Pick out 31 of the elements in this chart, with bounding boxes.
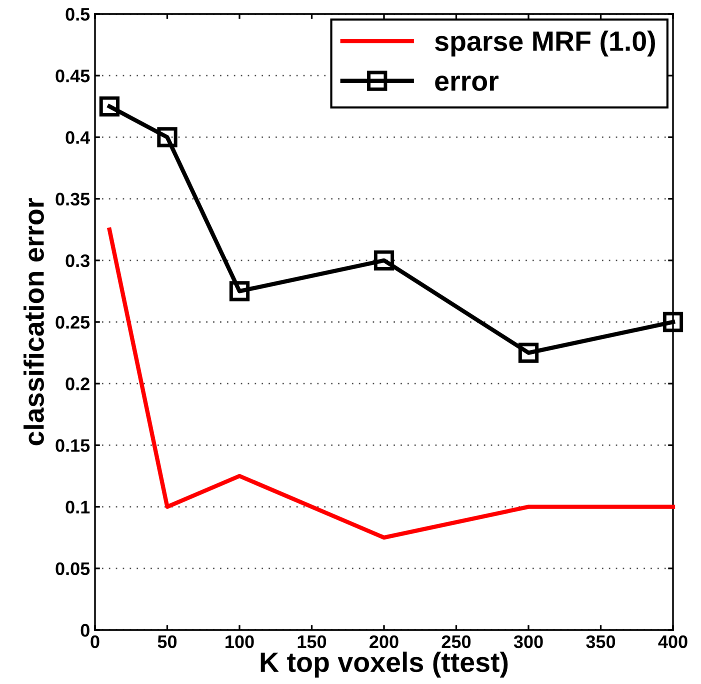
point bbox=[662, 312, 684, 332]
y-tick-label: 0.1 bbox=[66, 500, 90, 514]
x-tick-label: 50 bbox=[158, 635, 177, 648]
x-tick-label: 400 bbox=[658, 635, 688, 648]
y-axis-title: classification error bbox=[24, 198, 44, 446]
x-axis-title: K top voxels (ttest) bbox=[260, 652, 508, 678]
line-series bbox=[107, 228, 676, 540]
x-tick-label: 0 bbox=[90, 635, 100, 648]
point bbox=[374, 250, 394, 270]
x-tick-label: 100 bbox=[226, 635, 254, 648]
y-tick-label: 0.4 bbox=[66, 131, 90, 144]
y-tick-label: 0.3 bbox=[66, 254, 90, 268]
y-tick-label: 0.35 bbox=[56, 192, 90, 206]
x-tick-label: 350 bbox=[586, 635, 616, 648]
x-tick-label: 300 bbox=[514, 635, 543, 648]
x-tick-label: 250 bbox=[442, 635, 471, 648]
y-tick-label: 0.5 bbox=[66, 8, 90, 21]
point bbox=[157, 127, 178, 148]
y-tick-label: 0 bbox=[80, 624, 90, 637]
point bbox=[99, 96, 120, 116]
x-tick-label: 200 bbox=[370, 635, 398, 648]
legend-label: sparse MRF (1.0) bbox=[435, 30, 655, 57]
x-tick-label: 150 bbox=[298, 635, 326, 648]
y-tick-label: 0.25 bbox=[56, 316, 90, 329]
y-tick-label: 0.05 bbox=[56, 562, 90, 576]
point bbox=[229, 281, 250, 302]
y-tick-label: 0.45 bbox=[56, 70, 90, 82]
legend-label: error bbox=[435, 76, 498, 91]
point bbox=[518, 342, 539, 363]
y-tick-label: 0.15 bbox=[56, 439, 90, 452]
y-tick-label: 0.2 bbox=[66, 378, 90, 390]
